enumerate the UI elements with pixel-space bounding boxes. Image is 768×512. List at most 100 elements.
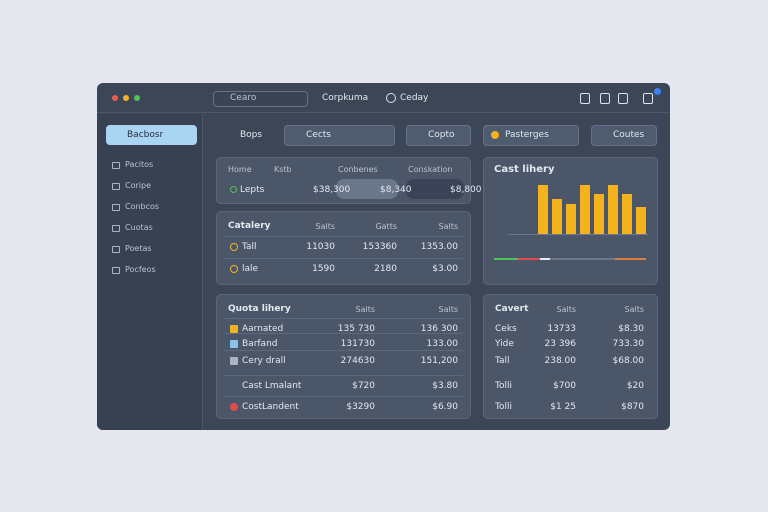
sidebar-item: Cuotas: [125, 223, 153, 232]
sidebar-item: Coripe: [125, 181, 151, 190]
progress-white: [540, 258, 550, 260]
cell: $870: [621, 402, 644, 412]
cell: $20: [626, 381, 644, 391]
sidebar-item: Bacbosr: [127, 130, 164, 140]
cell: 2180: [374, 264, 397, 274]
bar: [608, 185, 618, 234]
row-line: [224, 396, 463, 397]
toolbar-button[interactable]: [284, 125, 395, 146]
toolbar-icon: [580, 93, 590, 104]
cell: 1590: [312, 264, 335, 274]
bar: [538, 185, 548, 234]
row-label: lale: [242, 264, 259, 274]
cell: $700: [553, 381, 576, 391]
sidebar-item: Pacitos: [125, 160, 154, 169]
status-dot: [491, 131, 499, 139]
row-dot: [230, 243, 238, 251]
header: Salts: [355, 305, 375, 314]
dot-red: [112, 95, 118, 101]
panel: [216, 211, 471, 285]
header: Salts: [624, 305, 644, 314]
panel-title: Quota lihery: [228, 304, 291, 314]
cell: $720: [352, 381, 375, 391]
toolbar-label: Bops: [240, 130, 263, 140]
dot-green: [134, 95, 140, 101]
progress-red: [518, 258, 540, 260]
panel-title: Catalery: [228, 221, 271, 231]
toolbar-icon: [643, 93, 653, 104]
row-label: Tall: [242, 242, 257, 252]
row-line: [224, 236, 463, 237]
bar: [566, 204, 576, 234]
cell: $1 25: [550, 402, 576, 412]
sidebar-selected[interactable]: [106, 125, 197, 145]
clock-icon: [386, 93, 396, 103]
header: Home: [228, 165, 252, 174]
tab: Corpkuma: [322, 93, 369, 103]
cell: 733.30: [612, 339, 645, 349]
header: Salts: [438, 222, 458, 231]
badge: [654, 88, 661, 95]
cell: $8,340: [380, 185, 412, 195]
titlebar: [97, 83, 670, 113]
progress-green: [494, 258, 518, 260]
chart-title: Cast lihery: [494, 164, 555, 175]
toolbar-icon: [600, 93, 610, 104]
cell: $38,300: [313, 185, 351, 195]
toolbar-label: Coutes: [613, 130, 645, 140]
header: Conbenes: [338, 165, 378, 174]
cell: 131730: [340, 339, 375, 349]
header: Kstb: [274, 165, 292, 174]
sidebar-icon: [112, 267, 120, 274]
row-label: Tall: [495, 356, 510, 366]
cell: $6.90: [432, 402, 458, 412]
cell: $3290: [346, 402, 375, 412]
row-dot: [230, 265, 238, 273]
chart-axis: [508, 234, 648, 235]
toolbar-button[interactable]: [591, 125, 657, 146]
header: Salts: [556, 305, 576, 314]
row-icon: [230, 340, 238, 348]
cell: 1353.00: [420, 242, 458, 252]
sidebar: [97, 114, 203, 430]
cell: $68.00: [612, 356, 645, 366]
cell: $3.00: [432, 264, 458, 274]
header: Salts: [438, 305, 458, 314]
row-icon: [230, 403, 238, 411]
bar: [594, 193, 604, 234]
cell: 238.00: [544, 356, 577, 366]
progress-orange: [615, 258, 646, 260]
bar: [636, 207, 646, 234]
pill: [406, 179, 464, 199]
search-text: Cearo: [230, 93, 257, 103]
row-icon: [230, 325, 238, 333]
search-box[interactable]: [213, 91, 308, 107]
header: Gatts: [375, 222, 397, 231]
toolbar-button[interactable]: [483, 125, 579, 146]
sidebar-icon: [112, 225, 120, 232]
pill: [336, 179, 398, 199]
row-label: Tolli: [495, 402, 512, 412]
toolbar-label: Pasterges: [505, 130, 549, 140]
sidebar-item: Conbcos: [125, 202, 160, 211]
cell: 133.00: [426, 339, 459, 349]
cell: $8,800: [450, 185, 482, 195]
panel: [483, 294, 658, 419]
cell: 23 396: [544, 339, 577, 349]
cell: 136 300: [420, 324, 458, 334]
row-label: Cery drall: [242, 356, 286, 366]
header: Salts: [315, 222, 335, 231]
row-label: Aarnated: [242, 324, 284, 334]
toolbar-button[interactable]: [406, 125, 471, 146]
row-label: Cast Lmalant: [242, 381, 302, 391]
cell: 153360: [362, 242, 397, 252]
row-label: CostLandent: [242, 402, 299, 412]
panel: [216, 294, 471, 419]
cell: 274630: [340, 356, 375, 366]
row-label: Tolli: [495, 381, 512, 391]
row-label: Barfand: [242, 339, 278, 349]
sidebar-icon: [112, 162, 120, 169]
cell: 135 730: [337, 324, 375, 334]
